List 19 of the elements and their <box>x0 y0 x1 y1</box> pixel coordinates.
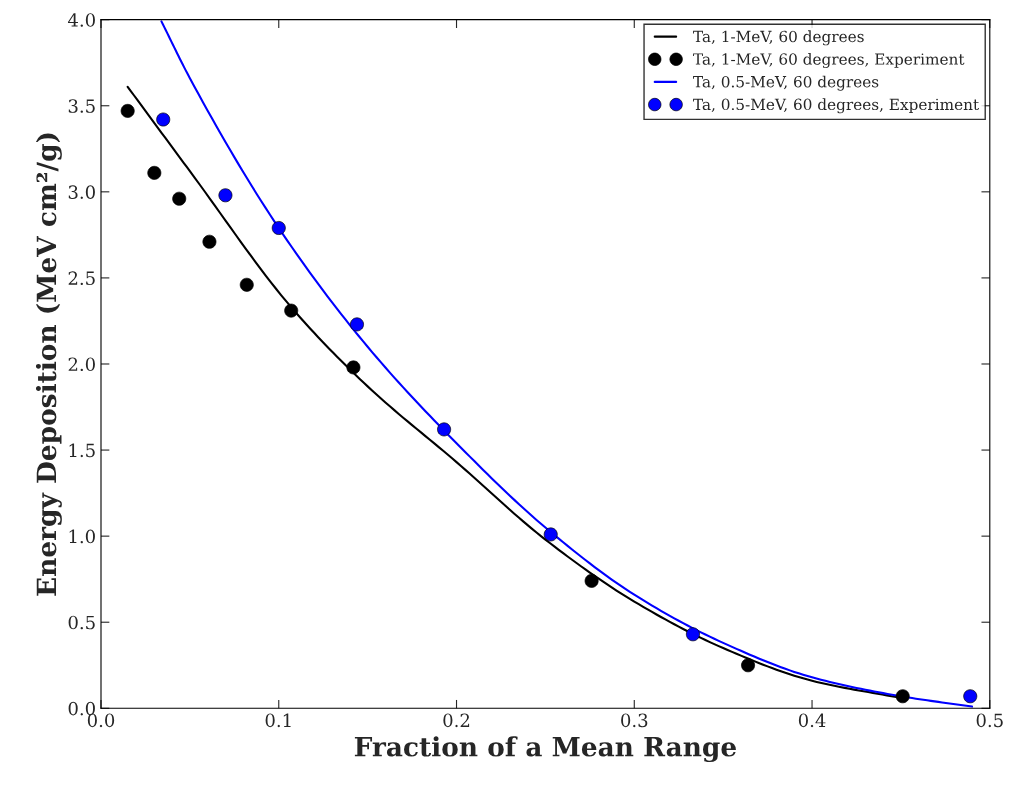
legend-label: Ta, 1-MeV, 60 degrees, Experiment <box>693 53 965 69</box>
y-tick-label: 3.0 <box>68 185 95 199</box>
x-tick-label: 0.2 <box>443 713 470 728</box>
y-tick-label: 2.5 <box>68 271 95 286</box>
y-tick-label: 3.5 <box>68 99 95 113</box>
y-tick-label: 2.0 <box>68 357 95 372</box>
y-tick-label: 1.0 <box>69 529 95 544</box>
legend-label: Ta, 1-MeV, 60 degrees <box>693 30 864 46</box>
legend-label: Ta, 0.5-MeV, 60 degrees, Experiment <box>693 98 979 114</box>
x-tick-label: 0.3 <box>621 713 648 728</box>
y-tick-label: 4.0 <box>67 13 95 27</box>
x-axis-title: Fraction of a Mean Range <box>354 736 736 763</box>
legend-label: Ta, 0.5-MeV, 60 degrees <box>693 75 879 91</box>
y-axis-title: Energy Deposition (MeV cm²/g) <box>35 133 62 596</box>
x-tick-label: 0.5 <box>976 713 1003 728</box>
x-tick-label: 0.1 <box>265 713 291 728</box>
x-tick-label: 0.4 <box>798 713 826 728</box>
y-tick-label: 0.5 <box>68 615 95 630</box>
y-tick-label: 1.5 <box>69 443 95 458</box>
